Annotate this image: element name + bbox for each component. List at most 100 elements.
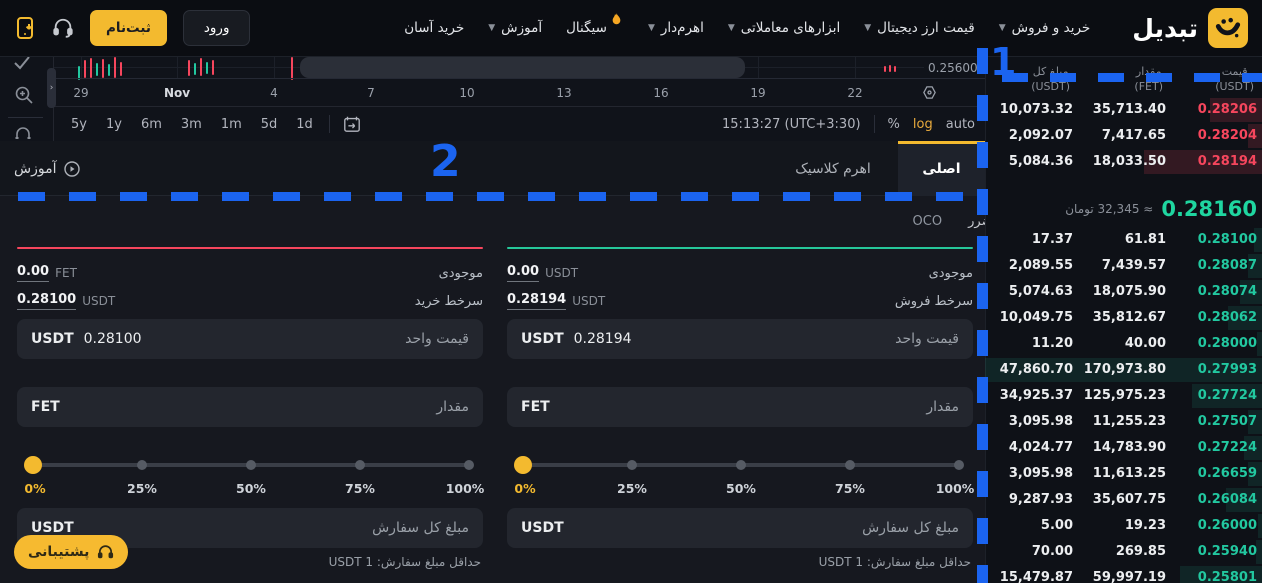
support-button[interactable]: پشتیبانی <box>14 535 129 569</box>
tab-tutorial[interactable]: آموزش <box>14 141 81 196</box>
bid-row[interactable]: 0.28100 61.81 17.37 <box>986 227 1262 253</box>
price-axis-label: 0.25600 <box>928 61 978 75</box>
bid-row[interactable]: 0.27993 170,973.80 47,860.70 <box>985 357 1262 383</box>
ask-row[interactable]: 0.28194 18,033.50 5,084.36 <box>986 149 1262 175</box>
buy-form: موجودی 0.00 USDT سرخط فروش 0.28194 USDT قی… <box>507 247 974 583</box>
menu-education[interactable]: آموزش ▼ <box>488 20 543 36</box>
log-scale-toggle[interactable]: log <box>912 116 933 132</box>
headset-icon[interactable] <box>52 17 74 39</box>
zoom-in-icon[interactable] <box>14 85 34 109</box>
slider-label: 75% <box>835 481 865 496</box>
slider-stop-25[interactable] <box>137 460 147 470</box>
bid-row[interactable]: 0.26659 11,613.25 3,095.98 <box>986 461 1262 487</box>
bid-row[interactable]: 0.27224 14,783.90 4,024.77 <box>986 435 1262 461</box>
ask-row[interactable]: 0.28206 35,713.40 10,073.32 <box>986 97 1262 123</box>
best-ask-label: سرخط فروش <box>894 293 973 309</box>
axis-settings-icon[interactable] <box>922 85 937 104</box>
tab-classic-leverage[interactable]: اهرم کلاسیک <box>795 160 871 177</box>
tab-spot-main[interactable]: اصلی <box>898 141 985 196</box>
chart-clock[interactable]: 15:13:27 (UTC+3:30) <box>722 116 861 132</box>
slider-stop-75[interactable] <box>355 460 365 470</box>
menu-crypto-prices[interactable]: قیمت ارز دیجیتال ▼ <box>864 20 975 36</box>
balance-value[interactable]: 0.00 <box>507 264 540 282</box>
buy-percent-slider[interactable]: 0% 25% 50% 75% 100% <box>511 451 974 497</box>
bid-row[interactable]: 0.25801 59,997.19 15,479.87 <box>986 565 1262 583</box>
login-button[interactable]: ورود <box>182 10 251 46</box>
tf-1y[interactable]: 1y <box>105 116 122 132</box>
slider-stop-50[interactable] <box>736 460 746 470</box>
depth-bar <box>1192 384 1262 408</box>
bid-row[interactable]: 0.28062 35,812.67 10,049.75 <box>986 305 1262 331</box>
depth-bar <box>1228 306 1262 330</box>
chevron-down-icon: ▼ <box>647 23 655 33</box>
best-bid-label: سرخط خرید <box>414 293 483 309</box>
order-type-oco[interactable]: OCO <box>912 213 943 229</box>
bid-row[interactable]: 0.25940 269.85 70.00 <box>986 539 1262 565</box>
tf-3m[interactable]: 3m <box>180 116 202 132</box>
balance-label: موجودی <box>438 265 483 281</box>
draw-check-icon[interactable] <box>13 55 31 74</box>
slider-stop-25[interactable] <box>627 460 637 470</box>
slider-stop-75[interactable] <box>845 460 855 470</box>
chevron-down-icon: ▼ <box>488 23 496 33</box>
bid-row[interactable]: 0.28087 7,439.57 2,089.55 <box>986 253 1262 279</box>
collapse-panel-handle[interactable]: ‹ <box>47 68 56 108</box>
ob-header-price: قیمت (USDT) <box>1215 65 1254 93</box>
bid-row[interactable]: 0.27507 11,255.23 3,095.98 <box>986 409 1262 435</box>
slider-label: 75% <box>345 481 375 496</box>
tf-1m[interactable]: 1m <box>220 116 242 132</box>
bid-row[interactable]: 0.28000 40.00 11.20 <box>986 331 1262 357</box>
ask-row[interactable]: 0.28204 7,417.65 2,092.07 <box>986 123 1262 149</box>
depth-bar <box>1248 462 1262 486</box>
sell-percent-slider[interactable]: 0% 25% 50% 75% 100% <box>21 451 484 497</box>
signup-button[interactable]: ثبت‌نام <box>90 10 167 46</box>
buy-amount-input[interactable]: مقدار FET <box>507 387 973 427</box>
buy-price-input[interactable]: قیمت واحد USDT 0.28194 <box>507 319 973 359</box>
auto-scale-toggle[interactable]: auto <box>945 116 975 132</box>
buy-price-value: 0.28194 <box>573 331 632 347</box>
app-download-icon[interactable] <box>14 16 36 40</box>
slider-stop-100[interactable] <box>954 460 964 470</box>
sell-accent-line <box>17 247 483 249</box>
slider-label: 0% <box>24 481 46 496</box>
date-tick: 7 <box>367 86 375 100</box>
magnet-icon[interactable] <box>14 127 32 149</box>
ob-header-amount: مقدار (FET) <box>1134 65 1163 93</box>
depth-bar <box>1248 254 1262 278</box>
date-axis[interactable]: 29 Nov 4 7 10 13 16 19 22 <box>54 79 985 106</box>
bid-row[interactable]: 0.26084 35,607.75 9,287.93 <box>986 487 1262 513</box>
slider-stop-100[interactable] <box>464 460 474 470</box>
best-bid-value[interactable]: 0.28100 <box>17 292 77 310</box>
date-tick: 16 <box>653 86 669 100</box>
balance-value[interactable]: 0.00 <box>17 264 50 282</box>
slider-knob[interactable] <box>24 456 42 474</box>
date-tick: 29 <box>73 86 89 100</box>
brand-logo[interactable]: تبدیل <box>1132 8 1248 48</box>
last-price-row[interactable]: 0.28160 ≈ 32,345 تومان <box>1065 189 1257 229</box>
best-ask-value[interactable]: 0.28194 <box>507 292 567 310</box>
tf-1d[interactable]: 1d <box>296 116 313 132</box>
bid-row[interactable]: 0.27724 125,975.23 34,925.37 <box>986 383 1262 409</box>
depth-bar <box>1258 514 1262 538</box>
percent-scale-toggle[interactable]: % <box>887 116 900 132</box>
tf-5d[interactable]: 5d <box>260 116 278 132</box>
slider-label: 100% <box>935 481 975 496</box>
slider-knob[interactable] <box>514 456 532 474</box>
nav-actions: ورود ثبت‌نام <box>14 10 251 46</box>
depth-bar <box>985 358 1262 382</box>
menu-signal[interactable]: سیگنال <box>566 12 624 37</box>
menu-trading-tools[interactable]: ابزارهای معاملاتی ▼ <box>727 20 841 36</box>
go-to-date-icon[interactable] <box>343 115 361 133</box>
bid-row[interactable]: 0.26000 19.23 5.00 <box>986 513 1262 539</box>
tf-5y[interactable]: 5y <box>71 116 87 132</box>
menu-leverage[interactable]: اهرم‌دار ▼ <box>647 20 704 36</box>
tf-6m[interactable]: 6m <box>140 116 162 132</box>
timeframe-row: 5y 1y 6m 3m 1m 5d 1d 15:13:27 (UTC+3:30)… <box>54 107 985 141</box>
bid-row[interactable]: 0.28074 18,075.90 5,074.63 <box>986 279 1262 305</box>
slider-stop-50[interactable] <box>246 460 256 470</box>
buy-total-input[interactable]: مبلغ کل سفارش USDT <box>507 508 973 548</box>
sell-amount-input[interactable]: مقدار FET <box>17 387 483 427</box>
menu-easy-buy[interactable]: خرید آسان <box>404 20 465 36</box>
menu-buy-sell[interactable]: خرید و فروش ▼ <box>998 20 1091 36</box>
sell-price-input[interactable]: قیمت واحد USDT 0.28100 <box>17 319 483 359</box>
